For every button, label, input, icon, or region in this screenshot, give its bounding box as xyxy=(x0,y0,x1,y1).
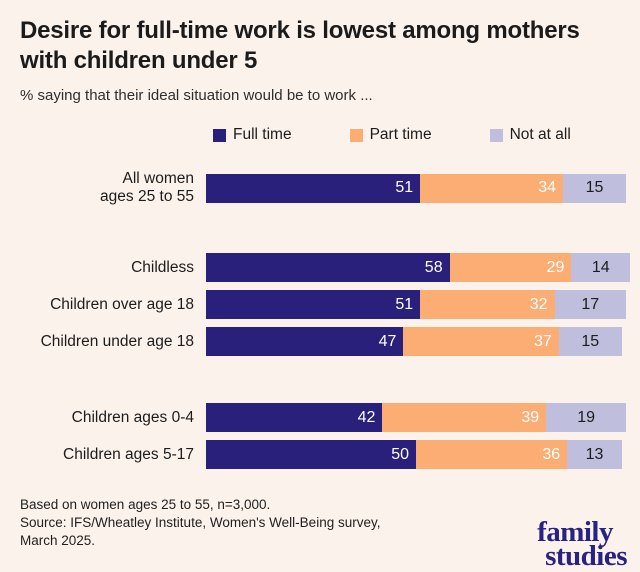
legend-label: Part time xyxy=(369,126,432,143)
footnote-line: Source: IFS/Wheatley Institute, Women's … xyxy=(20,515,381,530)
category-label: Children under age 18 xyxy=(40,332,194,350)
legend-item-part-time: Part time xyxy=(349,126,432,144)
footnote-line: Based on women ages 25 to 55, n=3,000. xyxy=(20,497,271,512)
family-studies-logo: family studies xyxy=(537,516,627,572)
legend-swatch-icon xyxy=(489,128,503,142)
value-label: 32 xyxy=(529,295,548,313)
logo-word-studies: studies xyxy=(545,540,627,572)
category-label: Children ages 0-4 xyxy=(71,408,194,426)
bar-group: Children ages 0-4 42 39 19 Children ages 5-1… xyxy=(0,403,640,469)
bar-segment-part-time: 37 xyxy=(403,327,559,356)
legend-item-not-at-all: Not at all xyxy=(489,126,571,144)
bar-segment-full-time: 51 xyxy=(206,173,421,203)
footnote-line: March 2025. xyxy=(20,533,96,548)
bar-segment-full-time: 42 xyxy=(206,403,383,432)
bar-segment-part-time: 34 xyxy=(420,173,563,203)
stacked-bar: 51 32 17 xyxy=(206,290,626,319)
value-label: 29 xyxy=(546,258,565,276)
value-label: 17 xyxy=(581,295,600,313)
bar-segment-full-time: 47 xyxy=(206,327,404,356)
bar-segment-part-time: 36 xyxy=(416,440,568,469)
legend-label: Full time xyxy=(233,126,292,143)
value-label: 51 xyxy=(395,295,414,313)
bar-group: Childless 58 29 14 Children over age 18 51 32 1… xyxy=(0,253,640,356)
value-label: 34 xyxy=(538,179,556,196)
value-label: 19 xyxy=(577,408,595,426)
chart-footnote: Based on women ages 25 to 55, n=3,000. S… xyxy=(0,496,640,550)
bar-segment-full-time: 51 xyxy=(206,290,421,319)
value-label: 47 xyxy=(378,332,397,350)
stacked-bar: 58 29 14 xyxy=(206,253,631,282)
value-label: 58 xyxy=(424,258,443,276)
stacked-bar-chart: All women ages 25 to 55 51 34 15 Childless 58 2… xyxy=(0,170,640,469)
value-label: 42 xyxy=(357,408,376,426)
value-label: 15 xyxy=(585,179,604,196)
bar-segment-part-time: 39 xyxy=(382,403,547,432)
bar-segment-not-at-all: 19 xyxy=(546,403,626,432)
bar-segment-part-time: 29 xyxy=(449,253,572,282)
value-label: 50 xyxy=(391,445,409,463)
bar-segment-not-at-all: 15 xyxy=(562,173,626,203)
legend-swatch-icon xyxy=(349,128,363,142)
value-label: 37 xyxy=(533,332,552,350)
stacked-bar: 42 39 19 xyxy=(206,403,626,432)
bar-segment-part-time: 32 xyxy=(420,290,555,319)
bar-group: All women ages 25 to 55 51 34 15 xyxy=(0,170,640,206)
chart-legend: Full time Part time Not at all xyxy=(213,126,640,144)
chart-title: Desire for full-time work is lowest amon… xyxy=(20,17,580,74)
value-label: 13 xyxy=(585,445,604,463)
legend-item-full-time: Full time xyxy=(213,126,292,144)
value-label: 15 xyxy=(581,332,600,350)
chart-row: Children ages 5-17 50 36 13 xyxy=(0,440,640,469)
value-label: 51 xyxy=(395,179,414,196)
bar-segment-not-at-all: 14 xyxy=(571,253,631,282)
stacked-bar: 47 37 15 xyxy=(206,327,622,356)
stacked-bar: 50 36 13 xyxy=(206,440,622,469)
bar-segment-not-at-all: 17 xyxy=(554,290,626,319)
category-label: Childless xyxy=(131,258,194,276)
category-label: Children over age 18 xyxy=(50,295,194,313)
chart-row: Children under age 18 47 37 15 xyxy=(0,327,640,356)
value-label: 39 xyxy=(521,408,540,426)
bar-segment-full-time: 58 xyxy=(206,253,450,282)
stacked-bar: 51 34 15 xyxy=(206,173,626,203)
chart-row: Children ages 0-4 42 39 19 xyxy=(0,403,640,432)
legend-label: Not at all xyxy=(509,126,571,143)
bar-segment-full-time: 50 xyxy=(206,440,416,469)
value-label: 36 xyxy=(542,445,561,463)
chart-row: All women ages 25 to 55 51 34 15 xyxy=(0,170,640,206)
bar-segment-not-at-all: 13 xyxy=(567,440,622,469)
chart-row: Childless 58 29 14 xyxy=(0,253,640,282)
category-label: Children ages 5-17 xyxy=(63,445,194,463)
category-label: All women ages 25 to 55 xyxy=(100,170,194,205)
legend-swatch-icon xyxy=(213,128,226,142)
logo-word-family: family xyxy=(537,516,613,548)
chart-row: Children over age 18 51 32 17 xyxy=(0,290,640,319)
bar-segment-not-at-all: 15 xyxy=(558,327,622,356)
chart-subtitle: % saying that their ideal situation woul… xyxy=(20,87,373,104)
value-label: 14 xyxy=(591,258,610,276)
